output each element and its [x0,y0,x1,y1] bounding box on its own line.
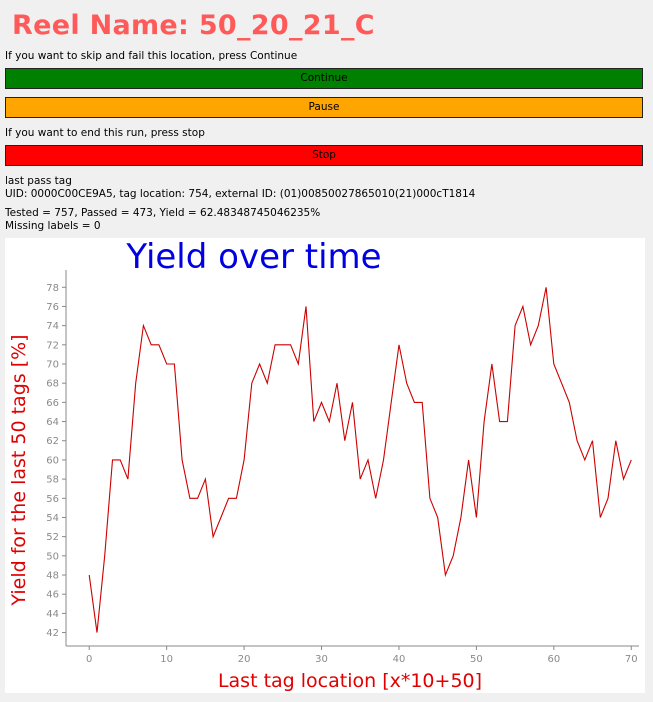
y-tick-label: 74 [46,321,59,332]
x-tick-label: 0 [86,654,92,665]
y-tick-label: 54 [46,513,59,524]
x-tick-label: 70 [625,654,638,665]
summary-line: Tested = 757, Passed = 473, Yield = 62.4… [5,207,321,219]
y-tick-label: 78 [46,283,59,294]
y-tick-label: 52 [46,532,59,543]
y-tick-label: 56 [46,494,59,505]
series-line [88,287,632,633]
y-tick-label: 62 [46,436,59,447]
chart-title: Yield over time [125,238,381,277]
x-tick-label: 20 [238,654,251,665]
y-tick-label: 42 [46,628,59,639]
uid-line: UID: 0000C00CE9A5, tag location: 754, ex… [5,188,476,200]
chart-axes [65,270,639,647]
yield-chart: Yield over time Yield for the last 50 ta… [8,237,639,692]
yield-plot-panel: Yield over time Yield for the last 50 ta… [5,237,645,693]
x-tick-label: 40 [393,654,406,665]
x-tick-label: 30 [315,654,328,665]
continue-button[interactable]: Continue [5,68,643,89]
stop-button[interactable]: Stop [5,145,643,166]
reel-name-title: Reel Name: 50_20_21_C [12,10,375,41]
y-tick-label: 72 [46,340,59,351]
y-tick-label: 76 [46,302,59,313]
y-tick-label: 64 [46,417,59,428]
y-tick-label: 66 [46,398,59,409]
pause-button[interactable]: Pause [5,97,643,118]
y-tick-label: 60 [46,455,59,466]
chart-y-axis-label: Yield for the last 50 tags [%] [8,334,30,606]
x-tick-label: 50 [470,654,483,665]
chart-ticks: 42 44 46 48 50 52 54 56 58 60 62 64 66 68 70 72 74 76 78 0 1… [46,283,637,665]
end-instruction-text: If you want to end this run, press stop [5,127,205,139]
x-tick-label: 10 [160,654,173,665]
y-tick-label: 58 [46,475,59,486]
y-tick-label: 50 [46,551,59,562]
skip-instruction-text: If you want to skip and fail this locati… [5,50,298,62]
missing-labels-line: Missing labels = 0 [5,220,101,232]
y-tick-label: 70 [46,360,59,371]
chart-x-axis-label: Last tag location [x*10+50] [218,670,482,692]
y-tick-label: 48 [46,571,59,582]
x-tick-label: 60 [547,654,560,665]
y-tick-label: 44 [46,609,59,620]
last-pass-heading: last pass tag [5,175,72,187]
y-tick-label: 46 [46,590,59,601]
chart-series [88,287,632,633]
y-tick-label: 68 [46,379,59,390]
